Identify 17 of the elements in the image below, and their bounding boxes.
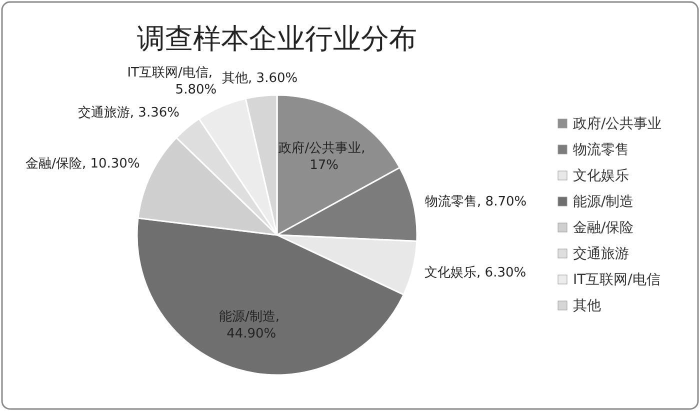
data-label: 文化娱乐, 6.30% [424, 266, 526, 281]
data-label: 金融/保险, 10.30% [26, 156, 140, 172]
data-label: 交通旅游, 3.36% [78, 104, 180, 120]
data-label: IT互联网/电信, 5.80% [127, 66, 217, 98]
data-label: 政府/公共事业, 17% [278, 140, 370, 173]
legend-label: 交通旅游 [573, 246, 629, 262]
legend-label: 文化娱乐 [573, 168, 629, 184]
chart-title: 调查样本企业行业分布 [137, 22, 417, 55]
legend-label: IT互联网/电信 [573, 272, 660, 288]
data-label: 能源/制造, 44.90% [219, 309, 284, 342]
data-label: 其他, 3.60% [222, 70, 298, 86]
data-label: 物流零售, 8.70% [425, 194, 527, 210]
legend-label: 政府/公共事业 [573, 116, 662, 132]
legend-label: 能源/制造 [573, 194, 634, 210]
legend-label: 物流零售 [573, 142, 629, 158]
legend-label: 金融/保险 [573, 220, 634, 236]
legend-label: 其他 [573, 298, 601, 314]
